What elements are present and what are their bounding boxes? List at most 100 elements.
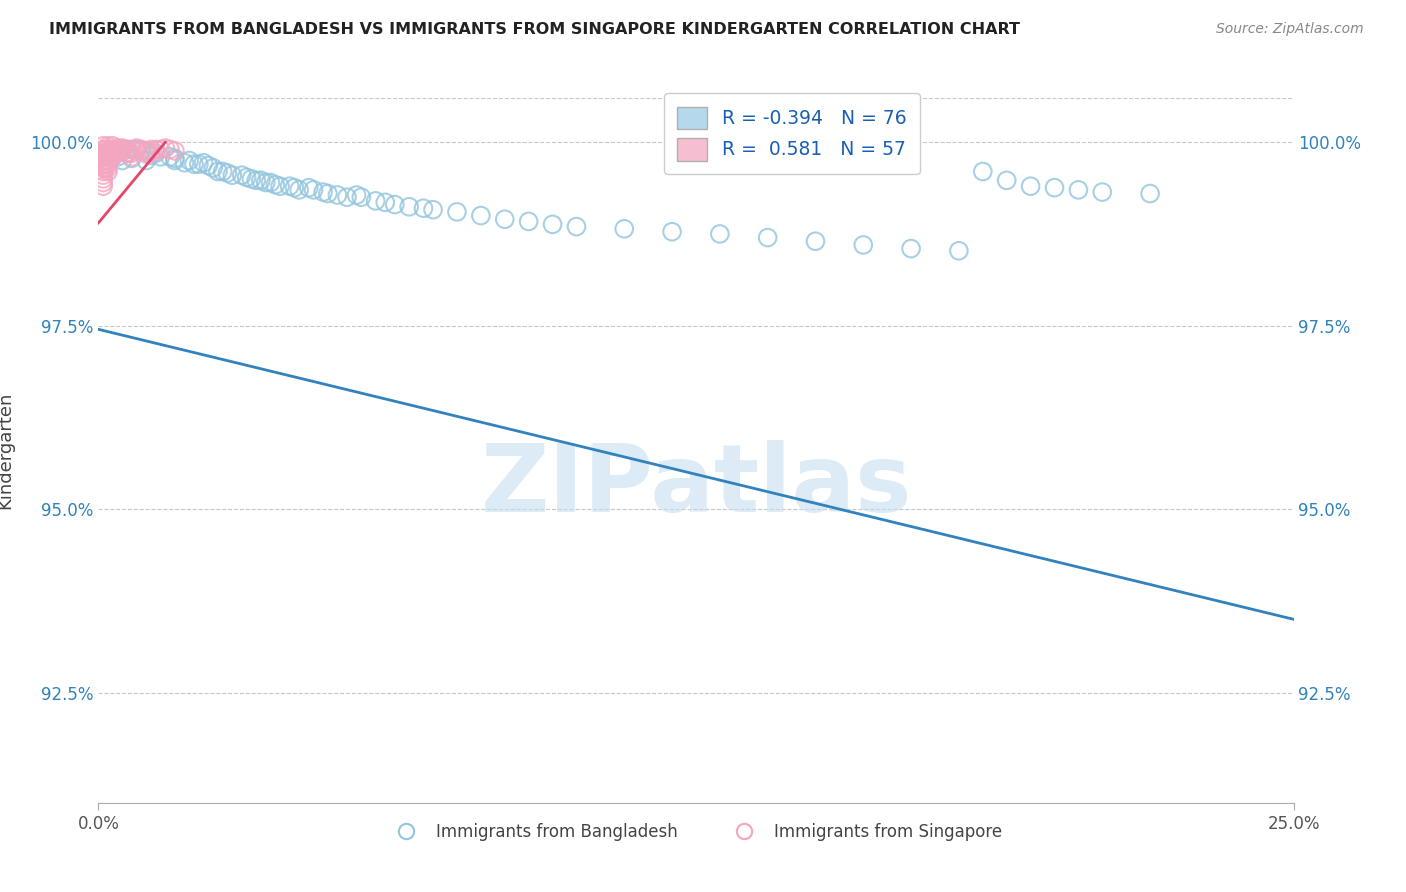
Point: [125, 144, 148, 158]
Point: [197, 159, 219, 173]
Point: [97, 146, 120, 161]
Point: [326, 188, 349, 202]
Point: [235, 170, 257, 185]
Point: [115, 146, 138, 161]
Point: [139, 143, 162, 157]
Point: [98, 143, 122, 157]
Point: [115, 146, 138, 161]
Point: [111, 141, 134, 155]
Point: [97, 164, 120, 178]
Y-axis label: Kindergarten: Kindergarten: [0, 392, 14, 509]
Point: [107, 150, 129, 164]
Point: [111, 144, 134, 158]
Point: [107, 144, 129, 158]
Point: [187, 157, 209, 171]
Point: [346, 188, 368, 202]
Point: [494, 212, 516, 227]
Point: [364, 194, 387, 208]
Point: [288, 183, 311, 197]
Point: [91, 164, 114, 178]
Point: [94, 150, 117, 164]
Point: [374, 195, 396, 210]
Point: [149, 150, 172, 164]
Point: [108, 143, 131, 157]
Point: [278, 179, 301, 194]
Point: [139, 148, 162, 162]
Point: [756, 230, 779, 244]
Point: [422, 202, 444, 217]
Point: [517, 214, 540, 228]
Point: [336, 190, 359, 204]
Point: [217, 166, 239, 180]
Point: [446, 205, 468, 219]
Point: [135, 144, 157, 158]
Point: [995, 173, 1018, 187]
Point: [125, 143, 148, 157]
Point: [104, 143, 127, 157]
Point: [231, 168, 253, 182]
Point: [98, 150, 122, 164]
Point: [202, 161, 225, 175]
Point: [269, 179, 291, 194]
Point: [312, 185, 335, 199]
Point: [135, 144, 157, 158]
Legend: Immigrants from Bangladesh, Immigrants from Singapore: Immigrants from Bangladesh, Immigrants f…: [382, 816, 1010, 847]
Point: [97, 157, 120, 171]
Point: [972, 164, 994, 178]
Point: [91, 153, 114, 168]
Point: [121, 146, 143, 161]
Point: [121, 150, 143, 164]
Point: [709, 227, 731, 241]
Point: [804, 234, 827, 248]
Point: [250, 173, 273, 187]
Point: [91, 172, 114, 186]
Point: [193, 155, 215, 169]
Point: [149, 143, 172, 157]
Point: [384, 197, 406, 211]
Point: [613, 221, 636, 235]
Point: [398, 200, 420, 214]
Point: [1043, 180, 1066, 194]
Point: [240, 172, 263, 186]
Point: [101, 150, 124, 164]
Text: IMMIGRANTS FROM BANGLADESH VS IMMIGRANTS FROM SINGAPORE KINDERGARTEN CORRELATION: IMMIGRANTS FROM BANGLADESH VS IMMIGRANTS…: [49, 22, 1021, 37]
Point: [97, 143, 120, 157]
Point: [101, 143, 124, 157]
Point: [97, 153, 120, 168]
Point: [211, 164, 233, 178]
Point: [259, 176, 281, 190]
Point: [115, 143, 138, 157]
Point: [163, 153, 186, 168]
Point: [91, 168, 114, 182]
Point: [541, 218, 564, 232]
Point: [91, 157, 114, 171]
Point: [131, 143, 153, 157]
Point: [298, 180, 321, 194]
Point: [97, 138, 120, 153]
Point: [101, 146, 124, 161]
Point: [245, 173, 267, 187]
Point: [101, 143, 124, 157]
Point: [852, 238, 875, 252]
Point: [145, 146, 167, 161]
Point: [111, 143, 134, 157]
Point: [948, 244, 970, 258]
Point: [316, 186, 339, 201]
Point: [91, 146, 114, 161]
Point: [91, 179, 114, 194]
Point: [101, 138, 124, 153]
Point: [135, 153, 157, 168]
Text: ZIPatlas: ZIPatlas: [481, 440, 911, 532]
Point: [121, 151, 143, 165]
Point: [163, 144, 186, 158]
Point: [101, 150, 124, 164]
Point: [221, 168, 243, 182]
Point: [264, 178, 287, 192]
Point: [91, 138, 114, 153]
Point: [94, 146, 117, 161]
Point: [183, 157, 205, 171]
Point: [470, 209, 492, 223]
Point: [94, 143, 117, 157]
Point: [207, 164, 229, 178]
Point: [104, 146, 127, 161]
